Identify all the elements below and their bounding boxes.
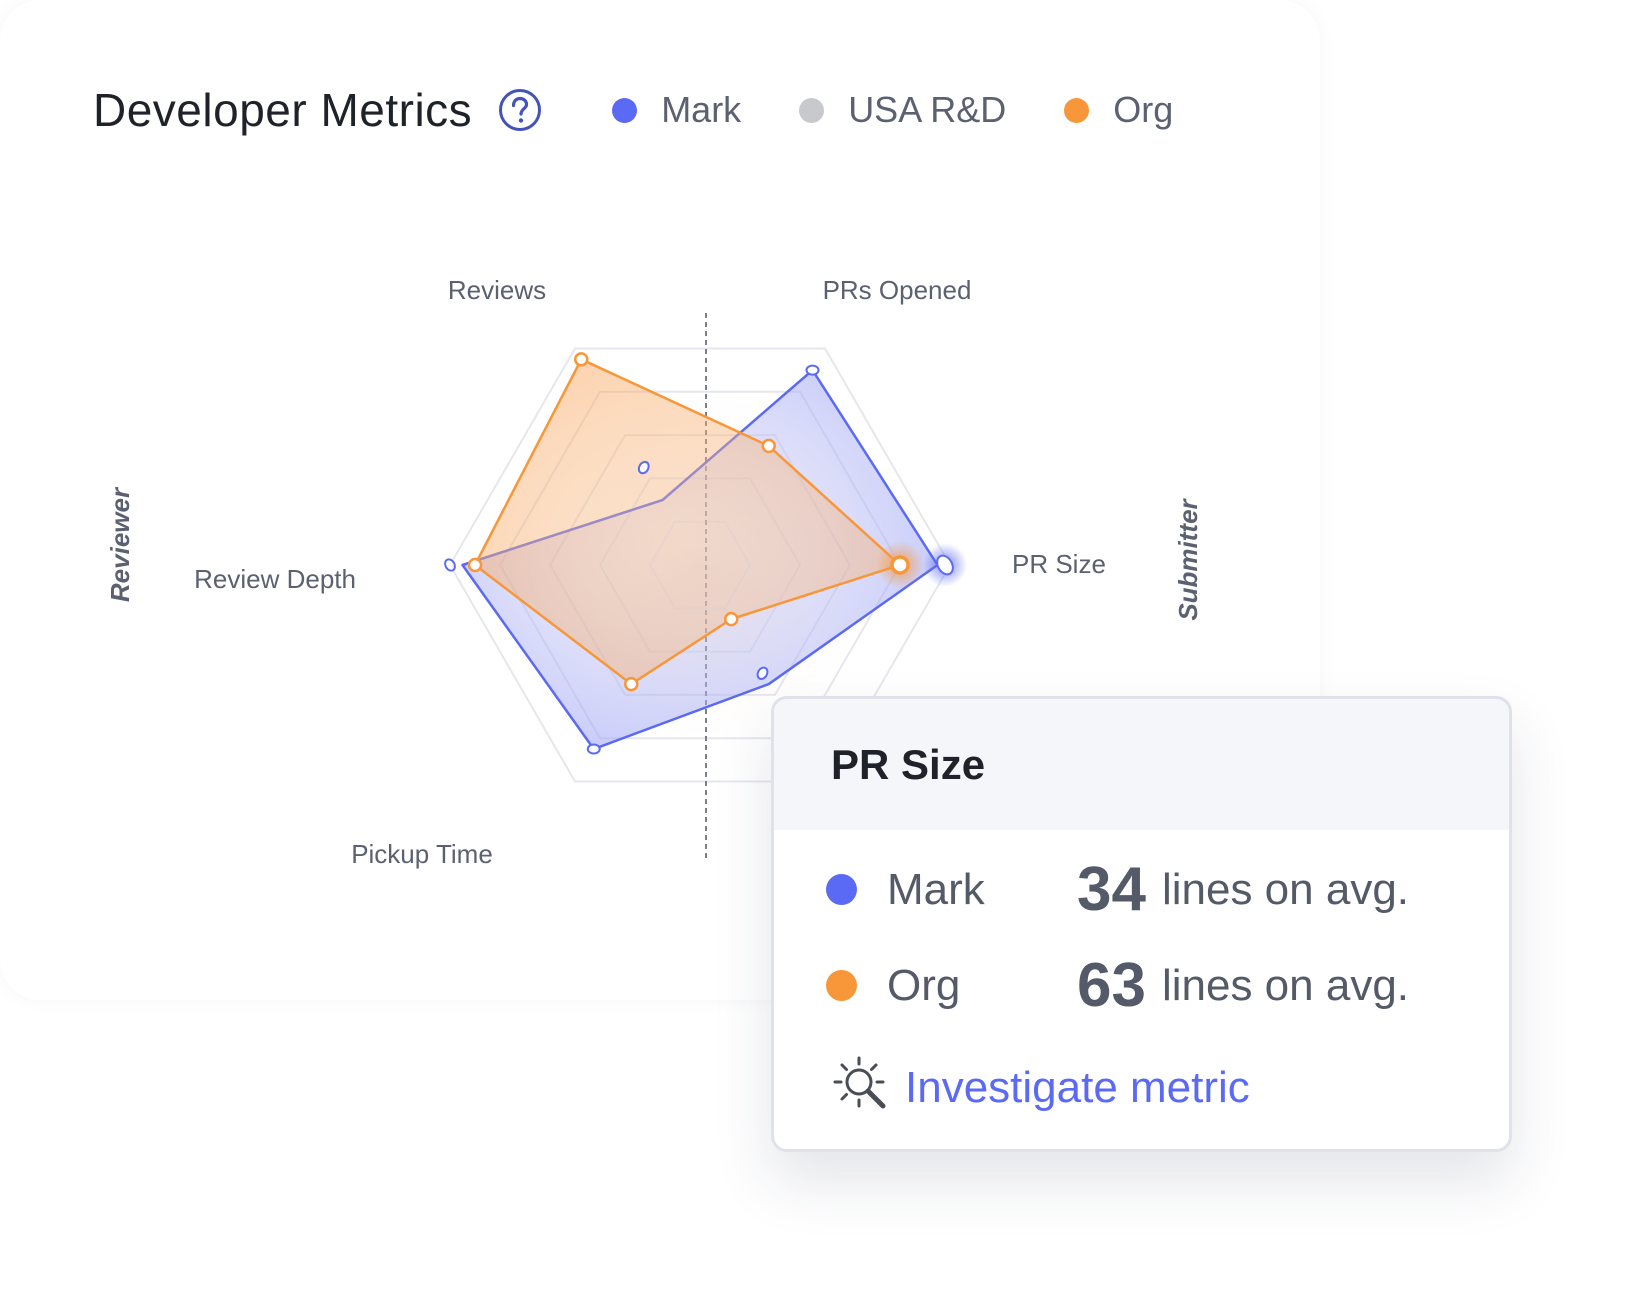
legend-label: USA R&D [848, 89, 1007, 130]
series-point-usa-rd[interactable] [805, 364, 820, 376]
series-point-usa-rd[interactable] [637, 460, 651, 475]
legend-item-org[interactable]: Org [1064, 89, 1173, 131]
investigate-metric-link[interactable]: Investigate metric [831, 1054, 1250, 1121]
legend-dot-org [1064, 97, 1090, 123]
question-circle-icon[interactable] [498, 88, 542, 132]
series-point-org[interactable] [574, 352, 589, 367]
axis-label: Pickup Time [351, 839, 493, 869]
page-title: Developer Metrics [93, 84, 473, 136]
legend-dot-mark [612, 97, 638, 123]
series-point-org[interactable] [890, 555, 910, 575]
metric-value: 34 [1077, 855, 1146, 924]
side-label-left: Reviewer [105, 486, 135, 602]
card-header: Developer Metrics Mark USA R&D Org [93, 75, 1231, 145]
series-point-org[interactable] [624, 676, 639, 692]
tooltip-row-mark: Mark 34 lines on avg. [826, 854, 1409, 925]
chart-legend: Mark USA R&D Org [612, 89, 1231, 131]
axis-label: Review Depth [194, 564, 356, 594]
legend-item-mark[interactable]: Mark [612, 89, 741, 131]
series-name: Org [887, 960, 961, 1010]
tooltip-title: PR Size [774, 699, 1509, 830]
metric-tooltip: PR Size Mark 34 lines on avg. Org 63 lin… [771, 696, 1512, 1152]
legend-dot-usa-rd [799, 97, 825, 123]
axis-label: Reviews [448, 275, 546, 305]
series-point-usa-rd[interactable] [586, 743, 601, 755]
series-point-usa-rd[interactable] [443, 558, 457, 573]
series-point-usa-rd[interactable] [756, 666, 770, 681]
series-name: Mark [887, 864, 985, 914]
metric-unit: lines on avg. [1161, 864, 1410, 914]
series-point-org[interactable] [724, 611, 739, 627]
axis-label: PR Size [1012, 549, 1106, 579]
axis-label: PRs Opened [823, 275, 972, 305]
series-dot-org [826, 970, 857, 1001]
metric-value: 63 [1077, 951, 1146, 1020]
series-dot-mark [826, 874, 857, 905]
magnifier-sun-icon [831, 1054, 893, 1121]
series-point-usa-rd[interactable] [934, 553, 956, 577]
investigate-metric-label: Investigate metric [905, 1062, 1250, 1112]
legend-label: Mark [661, 89, 742, 130]
series-point-org[interactable] [467, 557, 483, 573]
legend-item-usa-rd[interactable]: USA R&D [799, 89, 1006, 131]
tooltip-row-org: Org 63 lines on avg. [826, 950, 1409, 1021]
legend-label: Org [1113, 89, 1174, 130]
series-point-org[interactable] [761, 438, 776, 454]
side-label-right: Submitter [1173, 497, 1203, 620]
metric-unit: lines on avg. [1161, 960, 1410, 1010]
